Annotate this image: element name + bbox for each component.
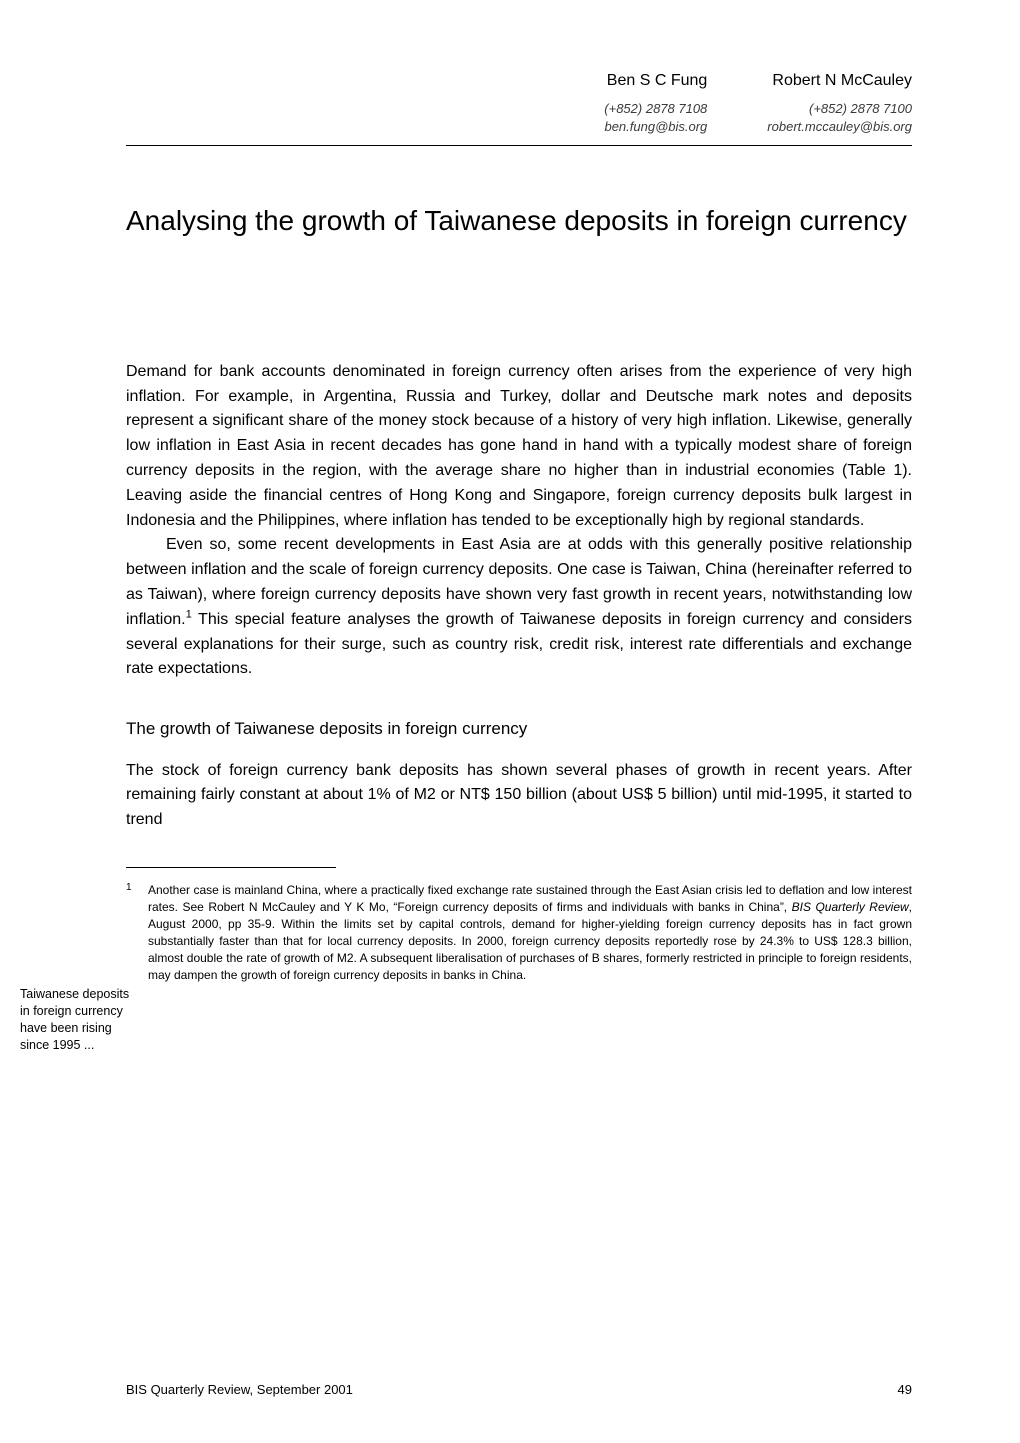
header-rule [126,145,912,146]
footnote-marker: 1 [126,881,148,983]
author-email: robert.mccauley@bis.org [767,119,912,134]
body-text: Demand for bank accounts denominated in … [126,360,912,833]
author-contact: (+852) 2878 7108 ben.fung@bis.org [604,100,707,135]
paragraph: Even so, some recent developments in Eas… [126,533,912,682]
author-phone: (+852) 2878 7108 [604,101,707,116]
paragraph-part: This special feature analyses the growth… [126,611,912,678]
author-column-1: Ben S C Fung (+852) 2878 7108 ben.fung@b… [604,72,707,135]
footer-left: BIS Quarterly Review, September 2001 [126,1382,353,1397]
footer-page-number: 49 [898,1382,912,1397]
author-header: Ben S C Fung (+852) 2878 7108 ben.fung@b… [126,72,912,135]
author-email: ben.fung@bis.org [604,119,707,134]
author-name: Robert N McCauley [767,72,912,90]
footnote: 1 Another case is mainland China, where … [126,882,912,984]
section-heading: The growth of Taiwanese deposits in fore… [126,716,912,742]
author-name: Ben S C Fung [604,72,707,90]
author-contact: (+852) 2878 7100 robert.mccauley@bis.org [767,100,912,135]
paragraph: Demand for bank accounts denominated in … [126,360,912,534]
page-footer: BIS Quarterly Review, September 2001 49 [126,1382,912,1397]
paragraph: The stock of foreign currency bank depos… [126,759,912,833]
footnote-italic: BIS Quarterly Review [792,900,909,914]
author-column-2: Robert N McCauley (+852) 2878 7100 rober… [767,72,912,135]
footnote-rule [126,867,336,868]
margin-note: Taiwanese deposits in foreign currency h… [20,986,136,1054]
author-phone: (+852) 2878 7100 [809,101,912,116]
article-title: Analysing the growth of Taiwanese deposi… [126,202,912,240]
footnote-text: Another case is mainland China, where a … [148,882,912,984]
page: Ben S C Fung (+852) 2878 7108 ben.fung@b… [0,0,1020,1443]
